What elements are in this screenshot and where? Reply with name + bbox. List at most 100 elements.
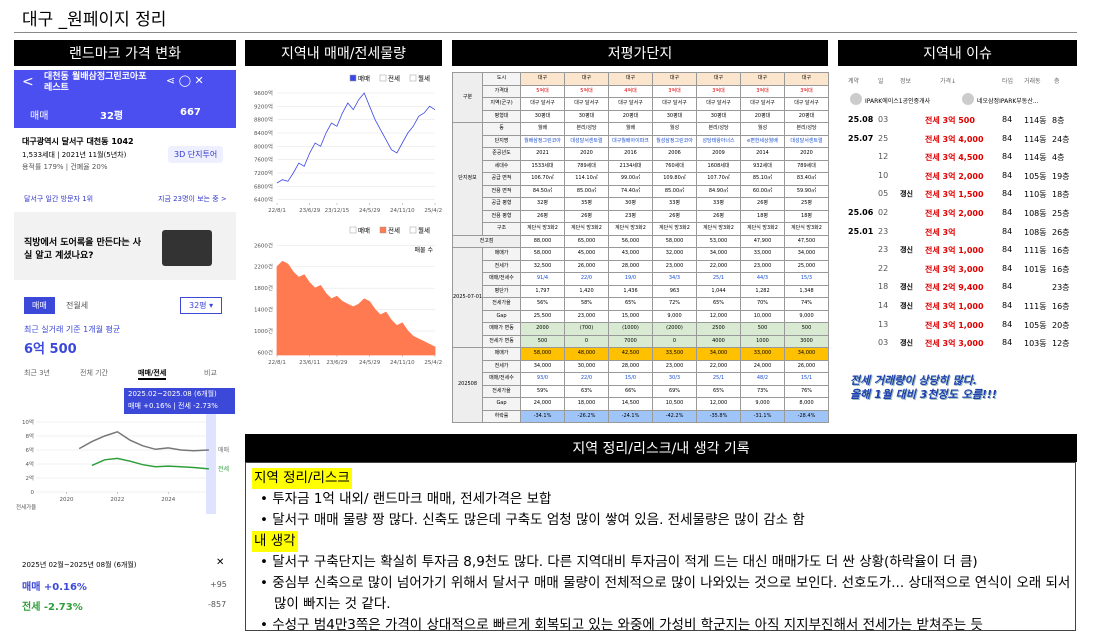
table-cell: 99.00㎡	[608, 172, 653, 186]
table-cell: 2134세대	[608, 159, 653, 173]
period-tab[interactable]: 비교	[204, 369, 217, 377]
issue-floor: 23층	[1052, 283, 1070, 293]
table-cell: 30평대	[696, 109, 741, 123]
table-cell: 23,000	[564, 309, 609, 323]
issue-price: 전세 3억 1,000	[925, 246, 984, 256]
avg-value: 6억 500	[24, 342, 77, 357]
area	[276, 260, 436, 356]
period-tab[interactable]: 전체 기간	[80, 369, 108, 377]
line	[78, 430, 209, 452]
table-cell: 대성달서센트럴	[564, 134, 609, 148]
tab[interactable]: 전월세	[66, 301, 89, 310]
section-header: 지역내 이슈	[838, 40, 1077, 66]
table-cell: 33평	[696, 197, 741, 211]
issue-dong: 114동	[1024, 153, 1047, 163]
tour-button[interactable]: 3D 단지투어	[168, 146, 224, 163]
row-label: 매매/전세수	[482, 372, 521, 386]
table-cell: 계단식 방3화2	[608, 222, 653, 236]
note-item: • 중심부 신축으로 많이 넘어가기 위해서 달서구 매매 물량이 전체적으로 …	[260, 575, 1071, 612]
y-tick-label: 6억	[25, 446, 34, 454]
issue-dong: 111동	[1024, 302, 1047, 311]
table-cell: 4000	[696, 334, 741, 348]
table-cell: 30평	[608, 197, 653, 211]
table-row: 전용 평형 26평 26평 23평 26평 26평 18평 18평	[453, 209, 829, 223]
issue-floor: 4층	[1052, 153, 1065, 163]
table-row: 매매/전세수 91/4 22/0 19/0 34/3 25/1 44/3 15/3	[453, 272, 829, 286]
row-label: 지역(군구)	[482, 97, 521, 111]
table-cell: 85.10㎡	[740, 172, 785, 186]
table-cell: 32평	[520, 197, 565, 211]
period-tab[interactable]: 매매/전세	[138, 368, 167, 380]
issue-note: 올해 1월 대비 3천정도 오름!!!	[850, 388, 997, 401]
table-cell: 2014	[740, 147, 785, 161]
issue-note: 전세 거래량이 상당히 많다.	[850, 374, 977, 387]
legend-box	[409, 74, 417, 82]
issue-price: 전세 3억 2,000	[925, 171, 984, 181]
period-tab[interactable]: 최근 3년	[24, 369, 50, 377]
series-label: 전세	[218, 465, 229, 473]
x-tick-label: 2022	[110, 497, 124, 503]
row-label: Gap	[482, 397, 521, 411]
table-cell: 계단식 방3화2	[564, 222, 609, 236]
table-cell: 1,420	[564, 284, 609, 298]
section-header: 지역 정리/리스크/내 생각 기록	[245, 434, 1077, 462]
x-tick-label: 22/8/1	[268, 360, 286, 366]
issue-floor: 8층	[1052, 116, 1065, 125]
table-cell: 2020	[784, 147, 829, 161]
size-select[interactable]: 32평	[100, 111, 124, 122]
units: 1,533세대 | 2021년 11월(5년차)	[22, 151, 127, 159]
table-cell: 963	[652, 284, 697, 298]
issue-row: 13 전세 3억 1,000 84 105동 20층	[838, 316, 1077, 334]
x-tick-label: 24/11/10	[390, 208, 415, 214]
row-label: 전세가	[482, 359, 521, 373]
section-header: 저평가단지	[452, 40, 828, 66]
deal-select[interactable]: 매매	[30, 111, 49, 122]
issue-row: 03 갱신 전세 3억 3,000 84 103동 12층	[838, 334, 1077, 352]
issue-type: 84	[1002, 133, 1013, 143]
tab[interactable]: 매매	[24, 297, 55, 314]
table-cell: (700)	[564, 322, 609, 336]
issue-dong: 114동	[1024, 134, 1047, 144]
table-cell: 59.90㎡	[784, 184, 829, 198]
listing-count[interactable]: 667	[180, 107, 201, 118]
issue-type: 84	[1002, 282, 1013, 292]
y-tick-label: 2600건	[254, 242, 273, 249]
row-label: 하락률	[482, 409, 521, 423]
table-cell: 28,000	[608, 259, 653, 273]
summary-label: 전세 -2.73%	[22, 602, 83, 613]
table-cell: 14,500	[608, 397, 653, 411]
y-tick-label: 10억	[22, 418, 34, 426]
note-heading: 내 생각	[252, 531, 298, 552]
table-cell: 7000	[608, 334, 653, 348]
column-header: 일	[878, 78, 884, 85]
visitor: 달서구 일간 방문자 1위	[24, 195, 94, 203]
table-cell: 24,000	[520, 397, 565, 411]
issue-price: 전세 3억	[925, 227, 956, 237]
icons[interactable]: ⋖ ◯ ✕	[166, 74, 204, 87]
table-cell: 3억대	[740, 84, 785, 98]
table-row: 평단가 1,797 1,420 1,436 963 1,044 1,282 1,348	[453, 284, 829, 298]
back-icon[interactable]: <	[22, 74, 34, 90]
table-row: 공급 평형 32평 35평 30평 33평 33평 26평 25평	[453, 197, 829, 211]
column-header: 타입	[1002, 78, 1014, 85]
issue-type: 84	[1002, 338, 1013, 348]
size-select[interactable]: 32평 ▾	[180, 297, 223, 314]
table-cell: 932세대	[740, 159, 785, 173]
watching: 지금 23명이 보는 중 >	[158, 195, 227, 203]
table-cell: 1,282	[740, 284, 785, 298]
table-row: 하락률 -34.1% -26.2% -24.1% -42.2% -35.8% -31.1% -…	[453, 409, 829, 423]
table-row: 전세가 32,500 26,000 28,000 23,000 22,000 23,000 2…	[453, 259, 829, 273]
row-label: 공급 평형	[482, 197, 521, 211]
table-row: 전세가 변동 500 0 7000 0 4000 1000 3000	[453, 334, 829, 348]
table-cell: 9,000	[652, 309, 697, 323]
issue-type: 84	[1002, 115, 1013, 124]
table-cell: 28,000	[608, 359, 653, 373]
table-cell: 월배삼정그린코아	[520, 134, 565, 148]
summary-label: 매매 +0.16%	[22, 582, 87, 593]
issue-price: 전세 2억 9,400	[925, 283, 984, 293]
table-cell: 58,000	[652, 234, 697, 248]
agent-name: 네오삼정IPARK부동산...	[977, 98, 1039, 105]
close-icon[interactable]: ✕	[216, 557, 225, 568]
issue-day: 18	[878, 282, 889, 292]
